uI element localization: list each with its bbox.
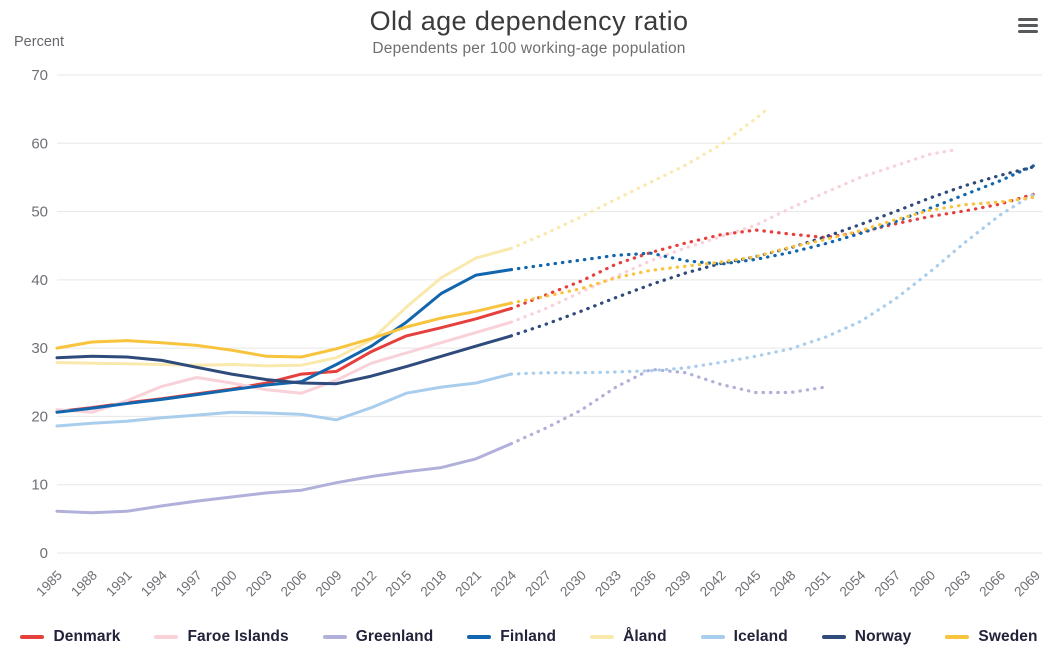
x-axis-tick-label: 2066 xyxy=(976,568,1008,600)
x-axis-tick-label: 2021 xyxy=(452,568,484,600)
x-axis-tick-label: 2036 xyxy=(627,568,659,600)
y-axis-tick-label: 60 xyxy=(31,135,48,152)
series-line-solid xyxy=(55,268,513,414)
legend-swatch-icon xyxy=(945,635,970,639)
x-axis-tick-label: 2060 xyxy=(906,568,938,600)
hamburger-menu-icon xyxy=(1018,17,1038,21)
legend-item-norway[interactable]: Norway xyxy=(821,628,912,646)
y-axis-tick-label: 70 xyxy=(31,67,48,84)
x-axis-tick-label: 2024 xyxy=(487,567,519,599)
x-axis-labels: 1985 1988 1991 1994 1997 2000 2003 2006 2009 2012… xyxy=(33,567,1043,599)
y-axis-tick-label: 50 xyxy=(31,204,48,221)
y-axis-tick-label: 40 xyxy=(31,272,48,289)
x-axis-tick-label: 2054 xyxy=(837,567,869,599)
x-axis-tick-label: 2006 xyxy=(278,568,310,600)
series-line-solid xyxy=(55,307,513,414)
series-aland xyxy=(55,107,769,368)
x-axis-tick-label: 1991 xyxy=(103,568,135,600)
y-axis-tick-label: 0 xyxy=(40,545,48,562)
x-axis-tick-label: 2045 xyxy=(732,568,764,600)
legend-item-faroe-islands[interactable]: Faroe Islands xyxy=(154,628,289,646)
x-axis-tick-label: 2027 xyxy=(522,568,554,600)
x-axis-tick-label: 2012 xyxy=(348,568,380,600)
legend-item-label: Faroe Islands xyxy=(187,628,289,645)
series-line-projected xyxy=(509,192,1037,311)
legend-item-label: Sweden xyxy=(978,628,1038,645)
legend-swatch-icon xyxy=(322,635,347,639)
chart-context-menu-button[interactable] xyxy=(1018,14,1042,36)
y-axis-tick-label: 30 xyxy=(31,340,48,357)
legend-item-label: Åland xyxy=(623,628,667,645)
series-lines xyxy=(55,107,1037,515)
series-line-solid xyxy=(55,320,513,414)
legend-item-greenland[interactable]: Greenland xyxy=(322,628,434,646)
x-axis-tick-label: 1994 xyxy=(138,567,170,599)
legend-item-aland[interactable]: Åland xyxy=(590,628,667,646)
hamburger-menu-icon xyxy=(1018,23,1038,27)
x-axis-tick-label: 1985 xyxy=(33,568,65,600)
series-finland xyxy=(55,163,1037,414)
series-sweden xyxy=(55,195,1037,359)
series-line-projected xyxy=(509,107,769,250)
legend-swatch-icon xyxy=(590,635,615,639)
x-axis-tick-label: 2048 xyxy=(767,568,799,600)
y-axis-tick-label: 20 xyxy=(31,408,48,425)
series-line-solid xyxy=(55,334,513,386)
series-line-solid xyxy=(55,442,513,515)
legend-item-finland[interactable]: Finland xyxy=(467,628,556,646)
series-line-projected xyxy=(509,195,1037,305)
legend-swatch-icon xyxy=(154,635,179,639)
legend-item-iceland[interactable]: Iceland xyxy=(700,628,788,646)
x-axis-tick-label: 1988 xyxy=(68,568,100,600)
legend-item-label: Norway xyxy=(854,628,912,645)
x-axis-tick-label: 2039 xyxy=(662,568,694,600)
series-greenland xyxy=(55,367,828,515)
series-faroe-islands xyxy=(55,148,956,414)
series-line-projected xyxy=(509,163,1037,272)
x-axis-tick-label: 2018 xyxy=(417,568,449,600)
legend-item-label: Finland xyxy=(500,628,557,645)
legend-item-label: Denmark xyxy=(53,628,121,645)
series-line-solid xyxy=(55,301,513,359)
legend-swatch-icon xyxy=(20,635,45,639)
x-axis-tick-label: 1997 xyxy=(173,568,205,600)
x-axis-tick-label: 2003 xyxy=(243,568,275,600)
chart-legend: Denmark Faroe Islands Greenland Finland Ålan… xyxy=(0,628,1058,646)
y-axis-labels: 0 10 20 30 40 50 60 70 xyxy=(31,67,48,562)
legend-item-sweden[interactable]: Sweden xyxy=(945,628,1037,646)
x-axis-tick-label: 2042 xyxy=(697,568,729,600)
series-line-solid xyxy=(55,372,513,428)
x-axis-tick-label: 2069 xyxy=(1011,568,1043,600)
x-axis-tick-label: 2033 xyxy=(592,568,624,600)
series-iceland xyxy=(55,191,1037,428)
legend-item-denmark[interactable]: Denmark xyxy=(20,628,120,646)
page-title: Old age dependency ratio xyxy=(369,6,689,36)
legend-swatch-icon xyxy=(821,635,846,639)
page-subtitle: Dependents per 100 working-age populatio… xyxy=(372,40,686,57)
series-line-projected xyxy=(509,191,1037,376)
series-norway xyxy=(55,164,1037,386)
x-axis-tick-label: 2009 xyxy=(313,568,345,600)
series-line-projected xyxy=(509,367,828,446)
x-axis-tick-label: 2063 xyxy=(941,568,973,600)
x-axis-tick-label: 2057 xyxy=(872,568,904,600)
series-line-projected xyxy=(509,148,956,324)
y-axis-tick-label: 10 xyxy=(31,477,48,494)
legend-item-label: Greenland xyxy=(355,628,434,645)
hamburger-menu-icon xyxy=(1018,29,1038,33)
x-axis-tick-label: 2051 xyxy=(802,568,834,600)
x-axis-tick-label: 2015 xyxy=(383,568,415,600)
series-line-solid xyxy=(55,246,513,368)
y-axis-unit-label: Percent xyxy=(14,34,64,50)
legend-swatch-icon xyxy=(700,635,725,639)
grid-lines xyxy=(57,74,1042,554)
legend-item-label: Iceland xyxy=(733,628,788,645)
x-axis-tick-label: 2000 xyxy=(208,568,240,600)
x-axis-tick-label: 2030 xyxy=(557,568,589,600)
legend-swatch-icon xyxy=(467,635,492,639)
